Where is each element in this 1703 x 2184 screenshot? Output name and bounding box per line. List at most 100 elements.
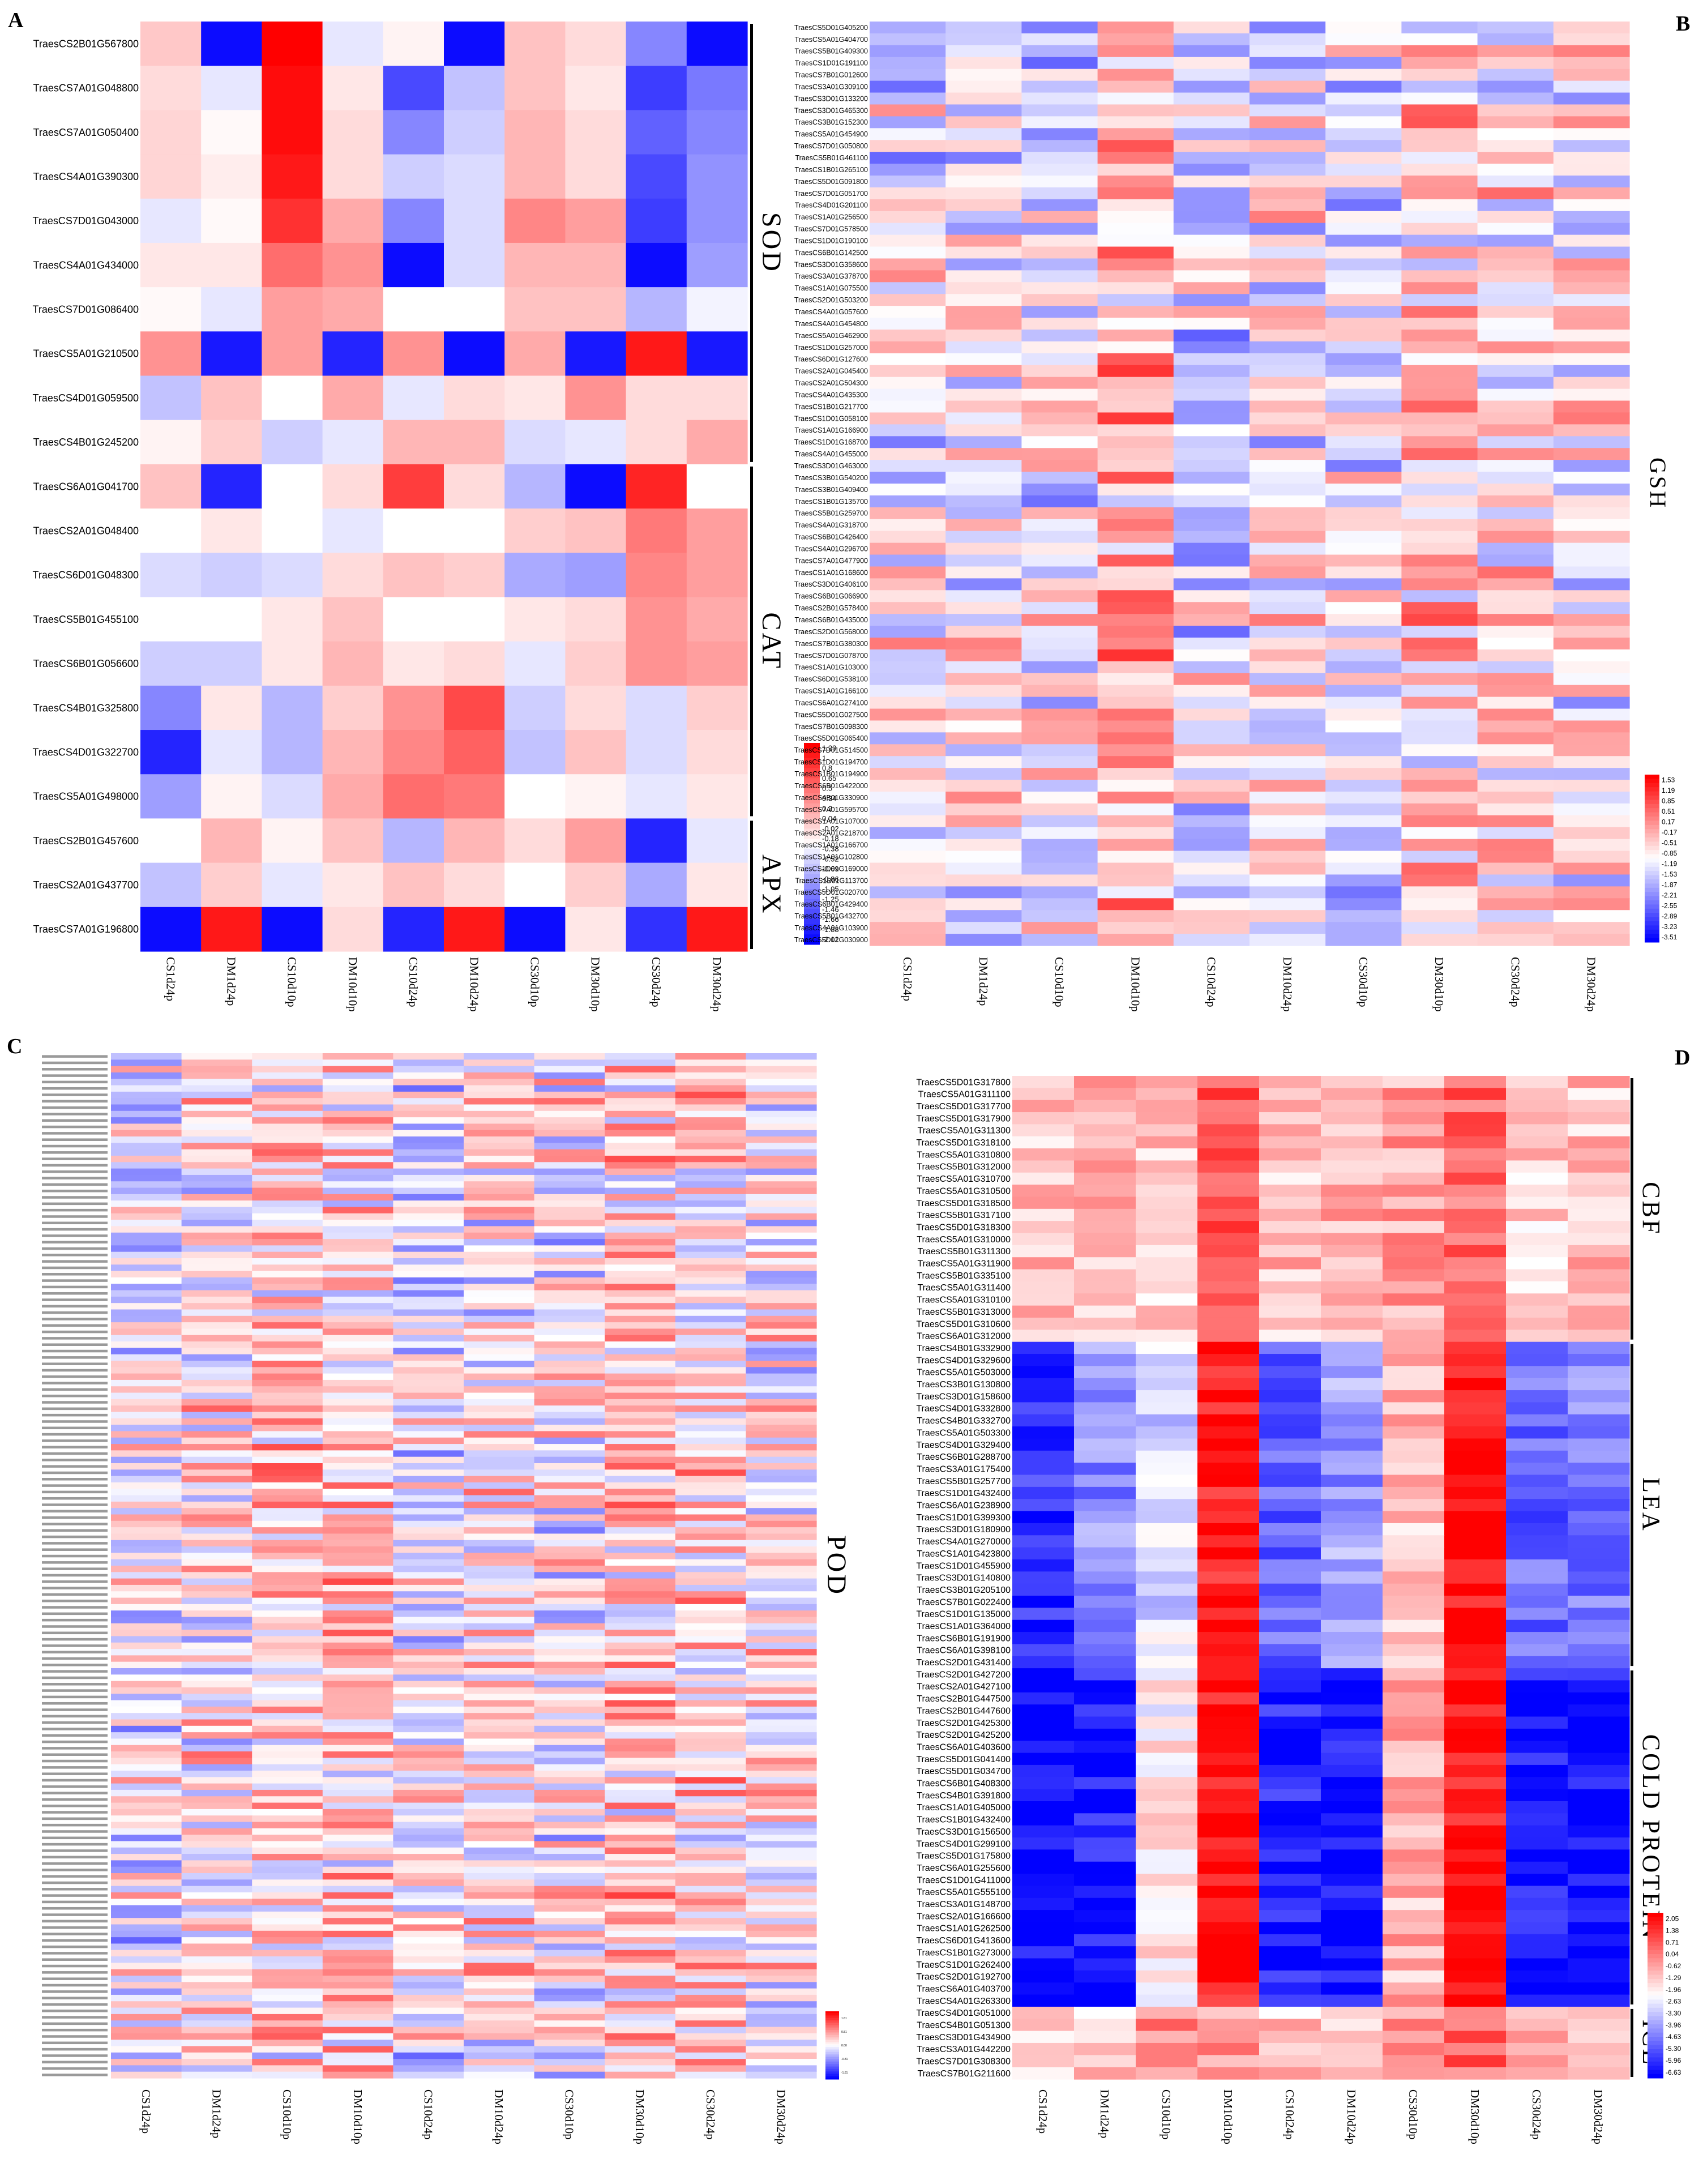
heatmap-cell	[201, 375, 262, 421]
heatmap-cell	[262, 730, 323, 775]
heatmap-cell	[201, 730, 262, 775]
column-label: DM10d24p	[467, 957, 481, 1012]
heatmap-cell	[1250, 234, 1326, 247]
heatmap-cell	[675, 1168, 746, 1176]
heatmap-cell	[1136, 1390, 1198, 1403]
heatmap-cell	[1325, 507, 1402, 520]
heatmap-cell	[111, 1361, 182, 1367]
heatmap-cell	[1250, 638, 1326, 650]
heatmap-cell	[393, 1764, 464, 1771]
heatmap-cell	[605, 1284, 676, 1291]
heatmap-cell	[1173, 531, 1250, 544]
heatmap-cell	[464, 1341, 535, 1348]
legend-tick-label: -2.89	[1662, 912, 1678, 920]
heatmap-cell	[534, 1937, 605, 1944]
heatmap-cell	[605, 1508, 676, 1515]
heatmap-cell	[1097, 306, 1174, 318]
heatmap-cell	[1383, 1874, 1445, 1887]
heatmap-cell	[675, 1546, 746, 1553]
heatmap-cell	[1197, 1922, 1260, 1935]
heatmap-cell	[504, 818, 566, 864]
heatmap-cell	[1173, 780, 1250, 792]
heatmap-cell	[322, 1220, 393, 1227]
heatmap-cell	[1021, 388, 1098, 401]
legend-swatch	[825, 2020, 839, 2022]
legend-tick-label: -0.86	[822, 875, 839, 883]
heatmap-cell	[1568, 1354, 1630, 1366]
heatmap-cell	[464, 1392, 535, 1400]
heatmap-cell	[1383, 1463, 1445, 1476]
heatmap-cell	[1321, 1547, 1383, 1560]
heatmap-cell	[181, 1553, 253, 1560]
row-label: TraesCS6B01G435000	[795, 616, 868, 624]
heatmap-cell	[1074, 1897, 1136, 1911]
heatmap-cell	[1173, 282, 1250, 294]
heatmap-cell	[1259, 2019, 1321, 2032]
heatmap-cell	[111, 1860, 182, 1867]
heatmap-cell	[393, 1796, 464, 1803]
column-label: DM1d24p	[1098, 2089, 1111, 2138]
heatmap-cell	[201, 66, 262, 110]
heatmap-cell	[1250, 223, 1326, 236]
heatmap-cell	[1568, 1753, 1630, 1766]
heatmap-cell	[1197, 1208, 1260, 1221]
heatmap-cell	[444, 287, 505, 332]
heatmap-cell	[1197, 1680, 1260, 1693]
heatmap-cell	[1506, 1499, 1568, 1512]
heatmap-cell	[675, 1264, 746, 1272]
heatmap-cell	[1568, 1402, 1630, 1415]
heatmap-cell	[464, 1879, 535, 1887]
heatmap-cell	[1401, 792, 1478, 804]
heatmap-cell	[181, 1258, 253, 1265]
heatmap-cell	[746, 1514, 817, 1521]
row-label-mark	[42, 1638, 108, 1641]
heatmap-cell	[322, 1143, 393, 1150]
heatmap-cell	[1401, 531, 1478, 544]
heatmap-cell	[1136, 1136, 1198, 1149]
heatmap-cell	[1477, 744, 1554, 757]
heatmap-cell	[945, 318, 1022, 330]
heatmap-cell	[140, 818, 202, 864]
heatmap-cell	[746, 1361, 817, 1367]
heatmap-cell	[1568, 1837, 1630, 1850]
heatmap-cell	[605, 1482, 676, 1489]
heatmap-cell	[675, 1809, 746, 1816]
heatmap-cell	[464, 1053, 535, 1060]
heatmap-cell	[1074, 1486, 1136, 1499]
heatmap-cell	[626, 154, 687, 199]
heatmap-cell	[1074, 1148, 1136, 1161]
heatmap-cell	[504, 774, 566, 819]
heatmap-cell	[1477, 294, 1554, 306]
heatmap-cell	[534, 2033, 605, 2040]
heatmap-cell	[181, 1745, 253, 1752]
heatmap-cell	[534, 2046, 605, 2053]
heatmap-cell	[252, 1815, 323, 1823]
heatmap-cell	[746, 2059, 817, 2066]
heatmap-cell	[181, 1399, 253, 1406]
row-label: TraesCS4A01G435300	[795, 391, 868, 399]
heatmap-cell	[181, 1905, 253, 1912]
heatmap-cell	[111, 1636, 182, 1643]
heatmap-cell	[1325, 400, 1402, 413]
legend-swatch	[1645, 783, 1659, 788]
heatmap-cell	[675, 1520, 746, 1528]
row-label-mark	[42, 2048, 108, 2051]
row-label: TraesCS6A01G255600	[917, 1864, 1011, 1873]
heatmap-cell	[945, 436, 1022, 448]
heatmap-cell	[464, 1687, 535, 1694]
heatmap-cell	[111, 2065, 182, 2072]
heatmap-cell	[1383, 1704, 1445, 1717]
heatmap-cell	[1325, 614, 1402, 626]
heatmap-cell	[181, 1642, 253, 1649]
heatmap-cell	[262, 907, 323, 952]
heatmap-cell	[746, 1668, 817, 1675]
heatmap-cell	[1325, 910, 1402, 922]
heatmap-cell	[746, 1251, 817, 1259]
heatmap-cell	[322, 1373, 393, 1381]
heatmap-cell	[1321, 1426, 1383, 1439]
heatmap-cell	[252, 1162, 323, 1169]
heatmap-cell	[945, 827, 1022, 840]
heatmap-cell	[111, 1802, 182, 1810]
heatmap-cell	[181, 1251, 253, 1259]
